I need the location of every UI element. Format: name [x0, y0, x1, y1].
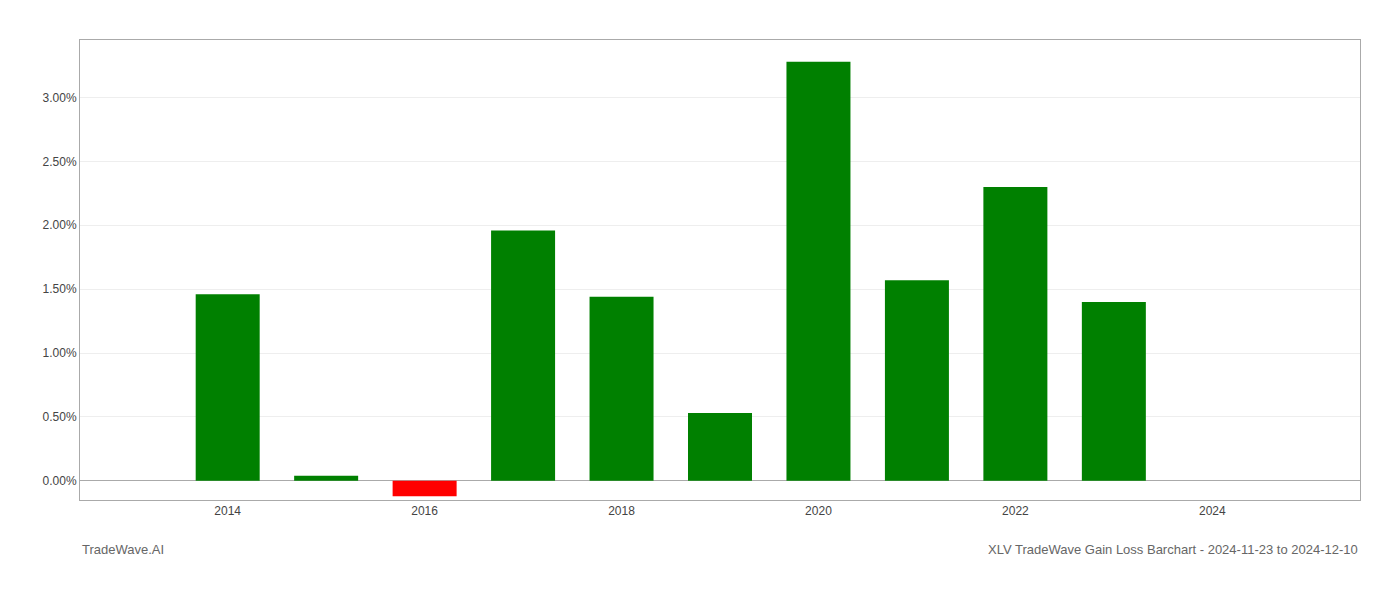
svg-text:2014: 2014 — [214, 504, 241, 518]
svg-text:2020: 2020 — [805, 504, 832, 518]
svg-text:2.50%: 2.50% — [43, 155, 77, 169]
svg-text:2.00%: 2.00% — [43, 218, 77, 232]
svg-text:2024: 2024 — [1199, 504, 1226, 518]
svg-text:0.50%: 0.50% — [43, 410, 77, 424]
svg-text:2018: 2018 — [608, 504, 635, 518]
svg-text:1.50%: 1.50% — [43, 282, 77, 296]
svg-text:2016: 2016 — [411, 504, 438, 518]
svg-text:0.00%: 0.00% — [43, 474, 77, 488]
svg-text:XLV TradeWave Gain Loss Barcha: XLV TradeWave Gain Loss Barchart - 2024-… — [988, 542, 1358, 557]
svg-text:1.00%: 1.00% — [43, 346, 77, 360]
svg-text:2022: 2022 — [1002, 504, 1029, 518]
svg-text:TradeWave.AI: TradeWave.AI — [82, 542, 164, 557]
svg-text:3.00%: 3.00% — [43, 91, 77, 105]
